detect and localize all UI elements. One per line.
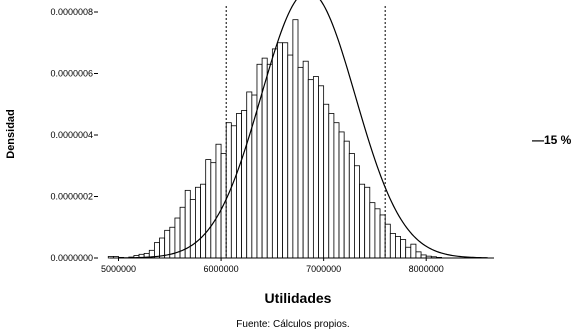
histogram-bar: [205, 159, 212, 259]
histogram-bar: [384, 223, 391, 259]
histogram-bar: [348, 153, 355, 259]
histogram-bar: [312, 76, 319, 259]
histogram-bar: [241, 110, 248, 259]
histogram-bar: [292, 19, 299, 259]
histogram-bar: [359, 183, 366, 259]
histogram-bar: [323, 103, 330, 259]
source-note: Fuente: Cálculos propios.: [236, 319, 350, 330]
histogram-bar: [415, 251, 422, 259]
x-tick-label: 6000000: [204, 264, 239, 274]
histogram-bar: [369, 202, 376, 259]
histogram-bar: [395, 236, 401, 259]
histogram-bar: [230, 125, 237, 259]
y-axis-title: Densidad: [5, 109, 17, 159]
histogram-bar: [307, 79, 314, 259]
histogram-bar: [389, 232, 396, 259]
y-tick-label: 0.0000006: [50, 69, 93, 79]
histogram-bar: [333, 122, 340, 259]
histogram-bar: [374, 208, 381, 259]
y-axis-title-group: Densidad: [5, 109, 17, 159]
y-tick-label: 0.0000002: [50, 192, 93, 202]
y-tick-label: 0.0000008: [50, 7, 93, 17]
histogram-bar: [287, 54, 294, 259]
x-tick-label: 5000000: [101, 264, 136, 274]
histogram-bar: [379, 214, 386, 259]
normal-fit-curve: [118, 0, 488, 259]
histogram-bar: [343, 140, 350, 259]
histogram-bar: [246, 91, 253, 259]
histogram-bar: [302, 60, 309, 259]
histogram-bar: [164, 229, 171, 259]
histogram-bar: [328, 113, 335, 259]
histogram-bar: [189, 199, 196, 259]
x-tick-label: 7000000: [306, 264, 341, 274]
histogram-bar: [195, 186, 201, 259]
histogram-bar: [405, 246, 412, 259]
x-axis-title: Utilidades: [265, 290, 332, 306]
histogram-bar: [266, 63, 273, 259]
histogram-bar: [364, 186, 371, 259]
histogram-bar: [277, 42, 284, 259]
y-axis-ticks: 0.0000000 0.0000002 0.0000004 0.0000006 0.00…: [50, 7, 98, 263]
y-tick-label: 0.0000000: [50, 253, 93, 263]
annotation-label: —15 %: [532, 133, 572, 147]
histogram-bar: [271, 48, 278, 259]
histogram-bar: [236, 113, 242, 259]
histogram-bars: [107, 19, 442, 259]
x-axis-ticks: 5000000 6000000 7000000 8000000: [101, 258, 444, 274]
histogram-bar: [354, 165, 360, 259]
histogram-bar: [338, 131, 345, 259]
histogram-bar: [215, 143, 222, 259]
x-tick-label: 8000000: [409, 264, 444, 274]
reference-lines: [225, 6, 386, 258]
histogram-bar: [318, 85, 325, 259]
y-tick-label: 0.0000004: [50, 130, 93, 140]
histogram-bar: [282, 42, 289, 259]
histogram-bar: [200, 183, 207, 259]
histogram-bar: [210, 162, 217, 259]
histogram-bar: [297, 66, 304, 259]
histogram-bar: [410, 243, 417, 259]
histogram-bar: [400, 239, 407, 259]
